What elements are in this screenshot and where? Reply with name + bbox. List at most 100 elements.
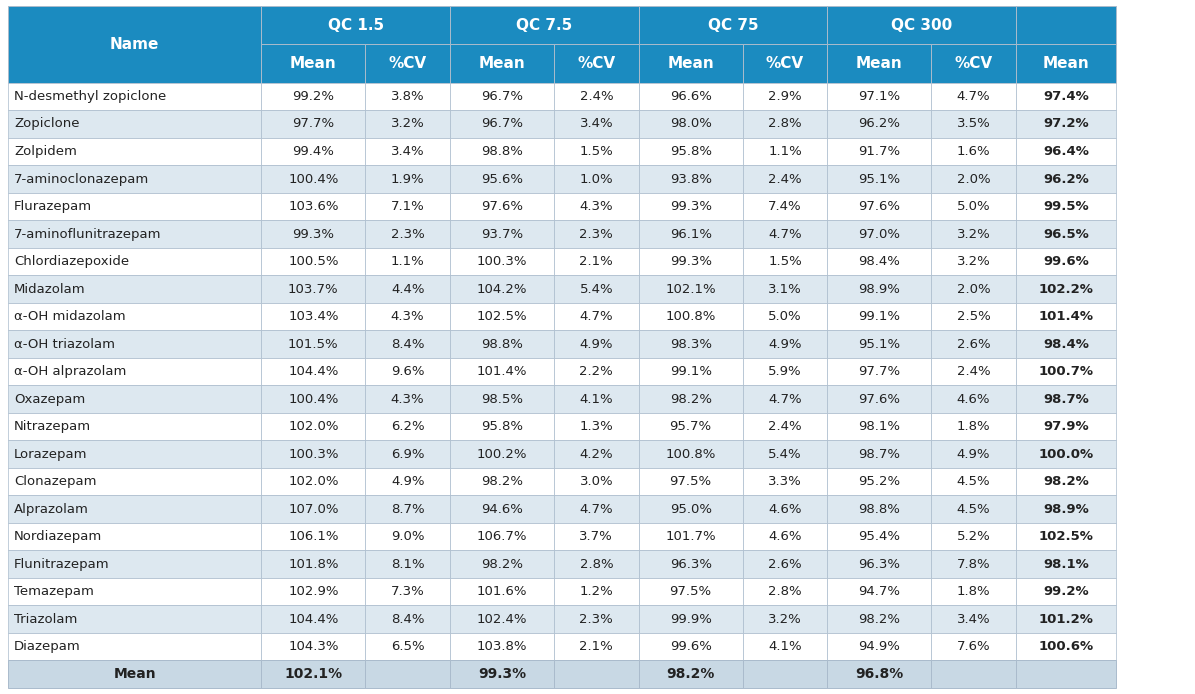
Bar [639,413,742,441]
Bar [366,550,451,578]
Bar [451,248,553,276]
Text: 99.3%: 99.3% [293,228,335,241]
Text: 8.7%: 8.7% [391,502,424,516]
Bar [639,276,742,303]
Text: 96.3%: 96.3% [858,558,900,570]
Text: 3.4%: 3.4% [957,613,991,626]
Bar [366,496,451,523]
Bar [827,468,931,496]
Bar [451,633,553,661]
Bar [931,193,1016,220]
Bar [451,165,553,193]
Bar [8,385,262,413]
Bar [553,276,639,303]
Bar [262,83,366,110]
Text: 1.6%: 1.6% [957,145,991,158]
Bar [639,137,742,165]
Text: 2.1%: 2.1% [580,255,613,268]
Text: 96.4%: 96.4% [1043,145,1089,158]
Text: α-OH midazolam: α-OH midazolam [14,310,125,323]
Bar [742,578,827,605]
Bar [451,83,553,110]
Bar [1016,550,1116,578]
Text: Nitrazepam: Nitrazepam [14,420,91,433]
Bar [1016,605,1116,633]
Text: 2.4%: 2.4% [768,173,802,185]
Bar [742,193,827,220]
Bar [451,303,553,330]
Text: 3.2%: 3.2% [957,255,991,268]
Bar [262,661,366,688]
Text: 4.3%: 4.3% [580,200,613,213]
Text: 103.6%: 103.6% [288,200,338,213]
Bar [553,661,639,688]
Bar [366,110,451,137]
Bar [742,110,827,137]
Text: 101.5%: 101.5% [288,337,338,350]
Bar [827,137,931,165]
Text: 3.8%: 3.8% [391,90,424,103]
Bar [553,358,639,385]
Bar [931,661,1016,688]
Bar [366,468,451,496]
Text: 96.8%: 96.8% [856,667,903,682]
Bar [931,110,1016,137]
Bar [451,6,639,44]
Text: 98.5%: 98.5% [482,393,523,405]
Text: 102.5%: 102.5% [477,310,527,323]
Bar [366,385,451,413]
Bar [553,578,639,605]
Text: 7.4%: 7.4% [768,200,802,213]
Text: 4.1%: 4.1% [768,641,802,653]
Bar [8,358,262,385]
Text: 1.9%: 1.9% [391,173,424,185]
Text: 2.4%: 2.4% [957,365,991,378]
Bar [451,385,553,413]
Bar [451,193,553,220]
Bar [366,413,451,441]
Bar [639,165,742,193]
Bar [8,165,262,193]
Text: 107.0%: 107.0% [288,502,338,516]
Bar [1016,468,1116,496]
Bar [931,248,1016,276]
Text: 2.8%: 2.8% [768,117,802,130]
Bar [262,633,366,661]
Bar [1016,44,1116,83]
Text: 4.7%: 4.7% [957,90,991,103]
Text: 5.2%: 5.2% [957,530,991,543]
Bar [639,523,742,550]
Text: 95.8%: 95.8% [482,420,523,433]
Bar [8,661,262,688]
Bar [262,468,366,496]
Bar [639,44,742,83]
Text: 103.7%: 103.7% [288,282,338,296]
Bar [262,6,451,44]
Bar [639,550,742,578]
Bar [742,330,827,358]
Text: 1.5%: 1.5% [580,145,613,158]
Bar [553,110,639,137]
Text: 9.6%: 9.6% [391,365,424,378]
Bar [827,6,1016,44]
Text: Triazolam: Triazolam [14,613,78,626]
Text: 104.4%: 104.4% [288,613,338,626]
Bar [553,303,639,330]
Bar [931,413,1016,441]
Bar [931,303,1016,330]
Text: 5.4%: 5.4% [768,448,802,461]
Text: 96.6%: 96.6% [669,90,711,103]
Bar [639,468,742,496]
Bar [742,468,827,496]
Bar [366,276,451,303]
Bar [262,220,366,248]
Text: 2.2%: 2.2% [580,365,613,378]
Text: 1.5%: 1.5% [768,255,802,268]
Bar [8,633,262,661]
Text: 8.4%: 8.4% [391,337,424,350]
Text: 94.7%: 94.7% [858,585,900,598]
Text: 97.5%: 97.5% [669,475,712,488]
Bar [262,248,366,276]
Bar [8,193,262,220]
Text: 2.9%: 2.9% [768,90,802,103]
